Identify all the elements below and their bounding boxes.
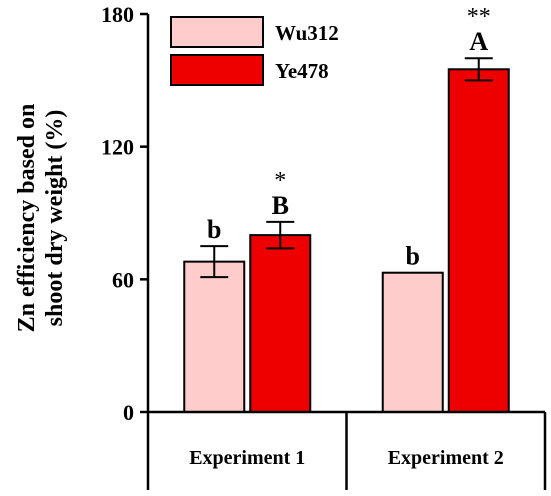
legend-swatch [170,16,264,48]
significance-letter: b [207,215,221,244]
significance-letter: b [406,242,420,271]
legend-label: Wu312 [275,21,339,45]
significance-letter: A [469,27,488,56]
category-label: Experiment 2 [388,447,504,469]
bars: b B* b A** [183,4,510,414]
significance-letter: B [272,191,289,220]
bar [447,68,510,414]
y-tick-label: 60 [112,267,134,292]
legend-swatch [170,54,264,86]
y-tick-label: 180 [101,2,134,27]
y-axis-label-line-2: shoot dry weight (%) [42,110,68,327]
bar [183,260,246,413]
significance-star: ** [467,4,491,30]
bar [249,234,312,413]
y-tick-label: 0 [123,400,134,425]
category-label: Experiment 1 [189,447,305,469]
x-axis: Experiment 1 Experiment 2 [148,410,547,490]
y-axis-label-line-1: Zn efficiency based on [14,104,40,333]
y-tick-label: 120 [101,135,134,160]
bar [381,271,444,414]
significance-star: * [274,168,286,194]
legend: Wu312 Ye478 [170,16,339,86]
y-axis: 0 60 120 180 [101,2,150,490]
legend-label: Ye478 [275,59,329,83]
